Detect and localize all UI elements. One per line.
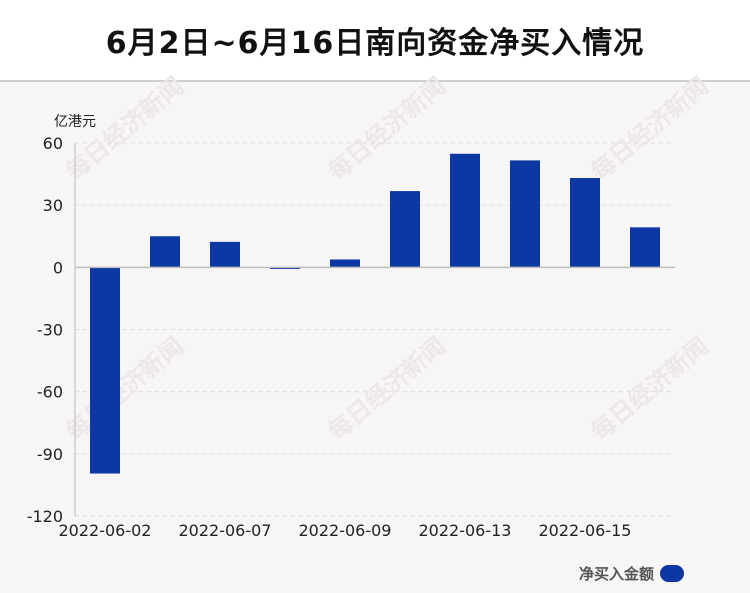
x-tick-label: 2022-06-13 [419, 521, 512, 540]
chart-header: 6月2日~6月16日南向资金净买入情况 [0, 0, 750, 82]
y-tick-label: 30 [43, 196, 63, 215]
bar [570, 178, 600, 268]
bar [150, 236, 180, 268]
legend-label: 净买入金额 [578, 565, 654, 583]
legend-swatch [660, 565, 684, 582]
bar [630, 227, 660, 268]
y-tick-label: -60 [37, 383, 63, 402]
bar [210, 241, 240, 268]
bar [390, 191, 420, 268]
bars [90, 153, 660, 474]
bar [90, 267, 120, 474]
axis-labels: 60 30 0 -30 -60 -90 -120 亿港元 2022-06-02 2022-06-0… [27, 114, 632, 540]
axes [74, 143, 675, 516]
y-tick-label: 0 [53, 258, 63, 277]
watermark-text: 每日经济新闻 [323, 332, 451, 446]
y-unit-label: 亿港元 [54, 114, 96, 130]
bar [450, 153, 480, 268]
x-tick-label: 2022-06-02 [59, 521, 152, 540]
legend: 净买入金额 [579, 563, 684, 584]
y-tick-label: -30 [37, 321, 63, 340]
bar [330, 259, 360, 268]
watermark-text: 每日经济新闻 [586, 332, 714, 446]
watermark-text: 每日经济新闻 [323, 72, 451, 186]
watermark-text: 每日经济新闻 [61, 332, 189, 446]
y-tick-label: -90 [37, 445, 63, 464]
bar [510, 160, 540, 268]
y-tick-label: -120 [27, 507, 63, 526]
chart-title: 6月2日~6月16日南向资金净买入情况 [105, 26, 645, 61]
bar [270, 267, 300, 269]
watermark-text: 每日经济新闻 [586, 72, 714, 186]
x-tick-label: 2022-06-15 [539, 521, 632, 540]
x-tick-label: 2022-06-09 [299, 521, 392, 540]
x-tick-label: 2022-06-07 [179, 521, 272, 540]
y-tick-label: 60 [43, 134, 63, 153]
